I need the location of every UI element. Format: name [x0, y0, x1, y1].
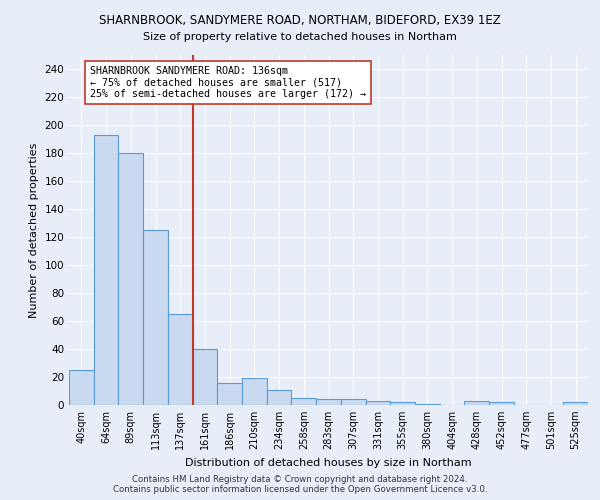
Bar — [242, 378, 267, 405]
Bar — [341, 400, 365, 405]
Text: Size of property relative to detached houses in Northam: Size of property relative to detached ho… — [143, 32, 457, 42]
Bar — [143, 230, 168, 405]
Text: SHARNBROOK SANDYMERE ROAD: 136sqm
← 75% of detached houses are smaller (517)
25%: SHARNBROOK SANDYMERE ROAD: 136sqm ← 75% … — [90, 66, 366, 100]
Bar — [217, 382, 242, 405]
Bar — [390, 402, 415, 405]
Bar — [193, 349, 217, 405]
Bar — [365, 401, 390, 405]
Bar — [563, 402, 588, 405]
Bar — [292, 398, 316, 405]
Bar — [69, 370, 94, 405]
Bar — [415, 404, 440, 405]
Text: Contains HM Land Registry data © Crown copyright and database right 2024.
Contai: Contains HM Land Registry data © Crown c… — [113, 474, 487, 494]
Bar — [316, 400, 341, 405]
Text: SHARNBROOK, SANDYMERE ROAD, NORTHAM, BIDEFORD, EX39 1EZ: SHARNBROOK, SANDYMERE ROAD, NORTHAM, BID… — [99, 14, 501, 27]
X-axis label: Distribution of detached houses by size in Northam: Distribution of detached houses by size … — [185, 458, 472, 468]
Bar — [464, 401, 489, 405]
Bar — [118, 153, 143, 405]
Bar — [94, 135, 118, 405]
Bar — [267, 390, 292, 405]
Y-axis label: Number of detached properties: Number of detached properties — [29, 142, 39, 318]
Bar — [168, 314, 193, 405]
Bar — [489, 402, 514, 405]
